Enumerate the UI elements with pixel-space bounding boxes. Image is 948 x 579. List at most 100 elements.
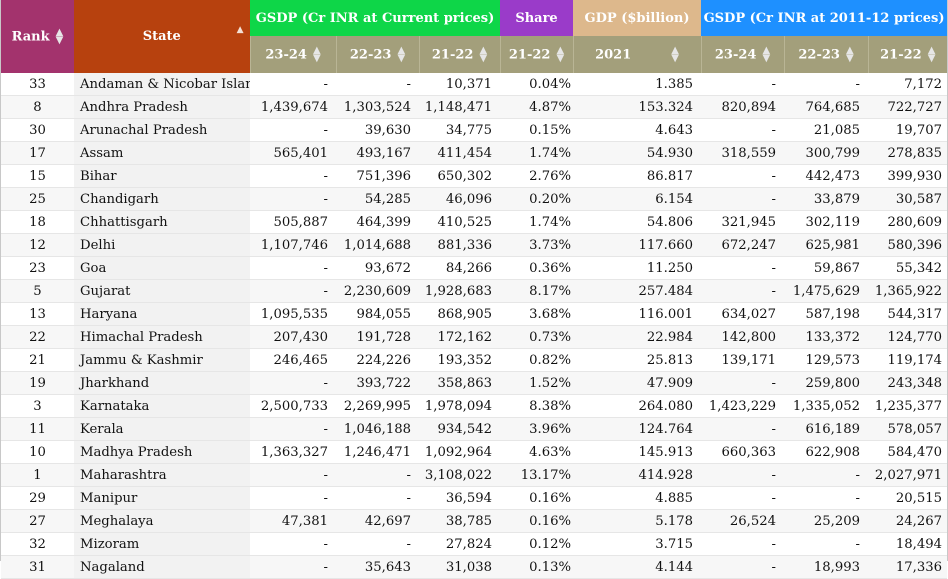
share-cell: 4.87%	[500, 95, 574, 119]
gsdp-const-2324-cell: 660,363	[701, 440, 785, 464]
gsdp-const-2223-cell: 25,209	[784, 509, 869, 533]
col-header-cur-2324[interactable]: 23-24 ▲ ▼	[249, 36, 336, 73]
gsdp-const-2122-cell: 243,348	[868, 371, 948, 395]
table-header: Rank ▲ ▼ State ▲ GSDP (Cr INR at Current p…	[1, 0, 948, 73]
gsdp-cur-2324-cell: 1,363,327	[250, 440, 336, 464]
rank-cell: 13	[1, 302, 74, 326]
gsdp-const-2122-cell: 1,235,377	[868, 394, 948, 418]
gsdp-cur-2122-cell: 10,371	[419, 73, 501, 96]
state-cell: Haryana	[74, 302, 250, 326]
col-header-label: 22-23	[349, 47, 392, 62]
gdp-billion-cell: 6.154	[573, 187, 702, 211]
rank-cell: 18	[1, 210, 74, 234]
rank-column-header[interactable]: Rank ▲ ▼	[1, 0, 74, 73]
gsdp-const-2223-cell: 625,981	[784, 233, 869, 257]
col-header-gdp-2021[interactable]: 2021 ▲ ▼	[572, 36, 702, 73]
state-cell: Meghalaya	[74, 509, 250, 533]
col-header-label: 21-22	[880, 47, 922, 62]
gsdp-cur-2122-cell: 46,096	[419, 187, 501, 211]
gsdp-const-2324-cell: -	[701, 371, 785, 395]
gsdp-const-2223-cell: 33,879	[784, 187, 869, 211]
table-row: 10 Madhya Pradesh 1,363,327 1,246,471 1,092,…	[1, 440, 948, 464]
gsdp-cur-2324-cell: 1,439,674	[250, 95, 336, 119]
state-column-header[interactable]: State ▲	[74, 0, 250, 73]
share-cell: 8.17%	[500, 279, 574, 303]
gsdp-const-2122-cell: 399,930	[868, 164, 948, 188]
col-header-cur-2223[interactable]: 22-23 ▲ ▼	[335, 36, 419, 73]
gsdp-const-2324-cell: -	[701, 532, 785, 556]
table-row: 17 Assam 565,401 493,167 411,454 1.74% 54.930 3…	[1, 141, 948, 165]
gsdp-cur-2122-cell: 410,525	[419, 210, 501, 234]
gdp-billion-cell: 257.484	[573, 279, 702, 303]
gsdp-cur-2122-cell: 1,148,471	[419, 95, 501, 119]
gsdp-cur-2122-cell: 650,302	[419, 164, 501, 188]
gdp-billion-cell: 264.080	[573, 394, 702, 418]
state-cell: Maharashtra	[74, 463, 250, 487]
gsdp-cur-2122-cell: 1,928,683	[419, 279, 501, 303]
table-row: 19 Jharkhand -393,722 358,863 1.52% 47.909-25…	[1, 371, 948, 395]
state-cell: Nagaland	[74, 555, 250, 579]
table-row: 5 Gujarat -2,230,609 1,928,683 8.17% 257.484-…	[1, 279, 948, 303]
state-cell: Chhattisgarh	[74, 210, 250, 234]
gsdp-const-2223-cell: 59,867	[784, 256, 869, 280]
rank-cell: 1	[1, 463, 74, 487]
rank-cell: 17	[1, 141, 74, 165]
state-cell: Assam	[74, 141, 250, 165]
sort-icon: ▲ ▼	[312, 44, 321, 64]
gsdp-const-2223-cell: 259,800	[784, 371, 869, 395]
share-cell: 0.20%	[500, 187, 574, 211]
rank-cell: 12	[1, 233, 74, 257]
gsdp-cur-2122-cell: 3,108,022	[419, 463, 501, 487]
gdp-billion-cell: 47.909	[573, 371, 702, 395]
col-header-cur-2122[interactable]: 21-22 ▲ ▼	[418, 36, 501, 73]
gsdp-const-2324-cell: -	[701, 73, 785, 96]
rank-header-label: Rank	[11, 29, 50, 44]
col-header-const-2122[interactable]: 21-22 ▲ ▼	[867, 36, 948, 73]
gsdp-const-2122-cell: 584,470	[868, 440, 948, 464]
share-cell: 1.74%	[500, 210, 574, 234]
rank-cell: 5	[1, 279, 74, 303]
gsdp-const-2223-cell: 129,573	[784, 348, 869, 372]
state-cell: Goa	[74, 256, 250, 280]
state-header-label: State	[142, 29, 181, 44]
gsdp-cur-2122-cell: 411,454	[419, 141, 501, 165]
share-cell: 0.15%	[500, 118, 574, 142]
rank-cell: 11	[1, 417, 74, 441]
state-cell: Kerala	[74, 417, 250, 441]
gsdp-const-2122-cell: 278,835	[868, 141, 948, 165]
col-header-const-2324[interactable]: 23-24 ▲ ▼	[700, 36, 785, 73]
table-row: 31 Nagaland -35,643 31,038 0.13% 4.144-18,993…	[1, 555, 948, 579]
table-row: 15 Bihar -751,396 650,302 2.76% 86.817-442,47…	[1, 164, 948, 188]
gdp-billion-cell: 11.250	[573, 256, 702, 280]
table-row: 13 Haryana 1,095,535 984,055 868,905 3.68% 116…	[1, 302, 948, 326]
gsdp-const-2223-cell: 442,473	[784, 164, 869, 188]
sort-icon: ▲ ▼	[556, 44, 565, 64]
state-cell: Arunachal Pradesh	[74, 118, 250, 142]
share-cell: 3.96%	[500, 417, 574, 441]
col-header-const-2223[interactable]: 22-23 ▲ ▼	[783, 36, 869, 73]
rank-cell: 29	[1, 486, 74, 510]
gsdp-cur-2122-cell: 934,542	[419, 417, 501, 441]
gsdp-cur-2223-cell: -	[336, 532, 419, 556]
sort-icon: ▲ ▼	[479, 44, 488, 64]
share-cell: 0.16%	[500, 509, 574, 533]
gsdp-cur-2223-cell: 54,285	[336, 187, 419, 211]
rank-cell: 19	[1, 371, 74, 395]
col-header-share-2122[interactable]: 21-22 ▲ ▼	[499, 36, 574, 73]
rank-cell: 32	[1, 532, 74, 556]
gsdp-const-2122-cell: 18,494	[868, 532, 948, 556]
gdp-billion-cell: 4.144	[573, 555, 702, 579]
gsdp-cur-2324-cell: -	[250, 371, 336, 395]
gsdp-const-2122-cell: 578,057	[868, 417, 948, 441]
gsdp-const-2223-cell: 587,198	[784, 302, 869, 326]
gsdp-const-2324-cell: -	[701, 256, 785, 280]
gsdp-cur-2223-cell: 191,728	[336, 325, 419, 349]
gsdp-const-2223-cell: -	[784, 486, 869, 510]
gsdp-cur-2223-cell: 1,246,471	[336, 440, 419, 464]
gsdp-const-2223-cell: -	[784, 532, 869, 556]
table-row: 11 Kerala -1,046,188 934,542 3.96% 124.764-61…	[1, 417, 948, 441]
gsdp-const-2324-cell: 139,171	[701, 348, 785, 372]
gsdp-cur-2324-cell: 246,465	[250, 348, 336, 372]
state-cell: Jammu & Kashmir	[74, 348, 250, 372]
